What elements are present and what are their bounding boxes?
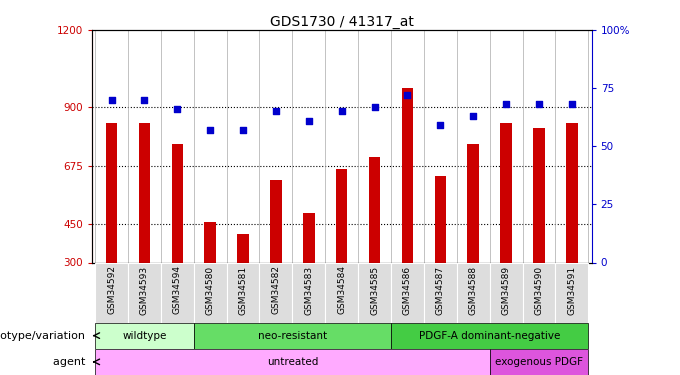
FancyBboxPatch shape — [358, 262, 391, 322]
Point — [336, 108, 347, 114]
FancyBboxPatch shape — [490, 262, 522, 322]
Point — [205, 127, 216, 133]
Text: untreated: untreated — [267, 357, 318, 367]
Text: GSM34588: GSM34588 — [469, 266, 478, 315]
Text: GSM34584: GSM34584 — [337, 266, 346, 315]
FancyBboxPatch shape — [95, 322, 194, 349]
FancyBboxPatch shape — [161, 262, 194, 322]
Text: GSM34581: GSM34581 — [239, 266, 248, 315]
FancyBboxPatch shape — [391, 322, 588, 349]
Point — [139, 97, 150, 103]
FancyBboxPatch shape — [391, 262, 424, 322]
Title: GDS1730 / 41317_at: GDS1730 / 41317_at — [270, 15, 413, 29]
Bar — [402, 88, 413, 262]
Point — [237, 127, 248, 133]
Bar — [336, 170, 347, 262]
Point — [172, 106, 183, 112]
Bar — [270, 180, 282, 262]
Text: GSM34591: GSM34591 — [567, 266, 577, 315]
Point — [534, 101, 545, 107]
FancyBboxPatch shape — [457, 262, 490, 322]
Text: PDGF-A dominant-negative: PDGF-A dominant-negative — [419, 331, 560, 340]
FancyBboxPatch shape — [260, 262, 292, 322]
FancyBboxPatch shape — [522, 262, 556, 322]
Bar — [106, 123, 117, 262]
Bar — [435, 176, 446, 262]
Text: GSM34589: GSM34589 — [502, 266, 511, 315]
Text: neo-resistant: neo-resistant — [258, 331, 327, 340]
FancyBboxPatch shape — [556, 262, 588, 322]
Bar — [303, 213, 315, 262]
FancyBboxPatch shape — [292, 262, 325, 322]
Text: exogenous PDGF: exogenous PDGF — [495, 357, 583, 367]
FancyBboxPatch shape — [194, 262, 226, 322]
Text: GSM34585: GSM34585 — [370, 266, 379, 315]
Bar — [467, 144, 479, 262]
Point — [566, 101, 577, 107]
FancyBboxPatch shape — [325, 262, 358, 322]
Text: wildtype: wildtype — [122, 331, 167, 340]
Text: GSM34582: GSM34582 — [271, 266, 280, 315]
FancyBboxPatch shape — [194, 322, 391, 349]
Text: GSM34593: GSM34593 — [140, 266, 149, 315]
FancyBboxPatch shape — [95, 349, 490, 375]
FancyBboxPatch shape — [95, 262, 128, 322]
Bar — [205, 222, 216, 262]
Text: GSM34580: GSM34580 — [205, 266, 215, 315]
Text: GSM34586: GSM34586 — [403, 266, 412, 315]
Point — [369, 104, 380, 110]
Bar — [566, 123, 577, 262]
Text: GSM34583: GSM34583 — [305, 266, 313, 315]
Point — [271, 108, 282, 114]
Point — [106, 97, 117, 103]
Bar — [500, 123, 512, 262]
Point — [435, 122, 446, 128]
FancyBboxPatch shape — [226, 262, 260, 322]
Point — [402, 92, 413, 98]
Text: genotype/variation: genotype/variation — [0, 331, 88, 340]
Bar — [237, 234, 249, 262]
Point — [468, 113, 479, 119]
Text: GSM34592: GSM34592 — [107, 266, 116, 315]
Bar — [533, 128, 545, 262]
Bar — [139, 123, 150, 262]
Bar — [369, 157, 380, 262]
FancyBboxPatch shape — [490, 349, 588, 375]
Text: agent: agent — [52, 357, 88, 367]
FancyBboxPatch shape — [424, 262, 457, 322]
FancyBboxPatch shape — [128, 262, 161, 322]
Point — [303, 118, 314, 124]
Text: GSM34594: GSM34594 — [173, 266, 182, 315]
Text: GSM34587: GSM34587 — [436, 266, 445, 315]
Text: GSM34590: GSM34590 — [534, 266, 543, 315]
Point — [500, 101, 511, 107]
Bar — [171, 144, 183, 262]
